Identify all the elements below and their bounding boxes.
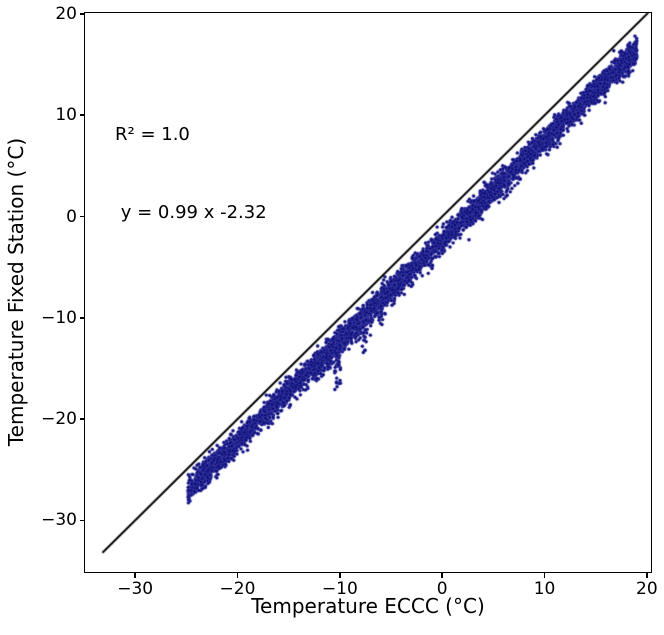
y-tick-mark bbox=[79, 418, 84, 420]
x-tick-mark bbox=[236, 573, 239, 578]
x-tick-label: −10 bbox=[321, 579, 358, 599]
y-tick-label: −30 bbox=[41, 510, 77, 531]
y-tick-mark bbox=[79, 13, 84, 15]
y-axis-label: Temperature Fixed Station (°C) bbox=[4, 137, 28, 447]
y-tick-label: −10 bbox=[41, 307, 77, 328]
y-tick-label: 10 bbox=[55, 105, 77, 126]
y-tick-label: 0 bbox=[66, 206, 77, 227]
x-tick-label: −30 bbox=[117, 579, 154, 599]
x-tick-label: −20 bbox=[219, 579, 256, 599]
regression-annotation: R² = 1.0 y = 0.99 x -2.32 bbox=[115, 70, 267, 278]
x-tick-mark bbox=[134, 573, 136, 578]
y-tick-mark bbox=[79, 215, 84, 218]
y-tick-mark bbox=[79, 317, 84, 319]
y-tick-label: −20 bbox=[41, 409, 77, 430]
x-tick-label: 10 bbox=[533, 579, 556, 599]
x-tick-label: 20 bbox=[636, 579, 658, 599]
x-tick-mark bbox=[646, 573, 648, 578]
x-axis-label: Temperature ECCC (°C) bbox=[251, 594, 485, 618]
x-tick-mark bbox=[339, 573, 341, 578]
y-tick-mark bbox=[79, 114, 84, 117]
x-tick-label: 0 bbox=[436, 579, 448, 599]
x-tick-mark bbox=[441, 573, 443, 578]
y-tick-mark bbox=[79, 519, 84, 522]
fit-equation-text: y = 0.99 x -2.32 bbox=[115, 202, 267, 223]
y-tick-label: 20 bbox=[55, 4, 77, 25]
x-tick-mark bbox=[543, 573, 546, 578]
r-squared-text: R² = 1.0 bbox=[115, 124, 190, 145]
